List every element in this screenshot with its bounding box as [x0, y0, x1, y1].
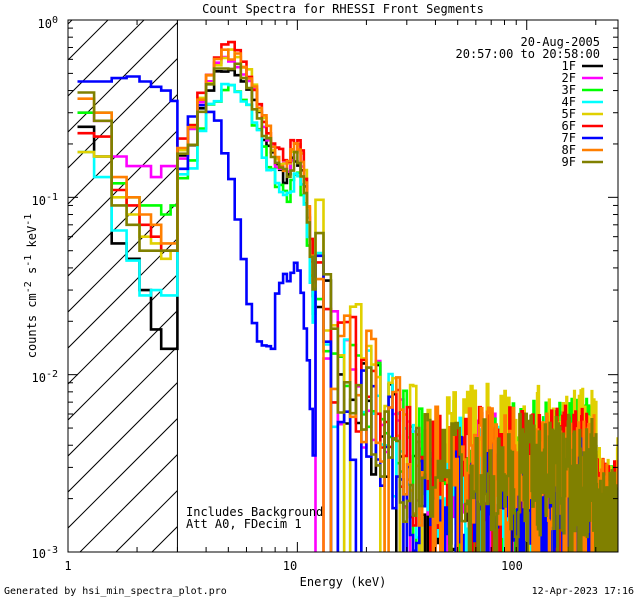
- y-tick-label-2: 10-2: [32, 369, 59, 385]
- legend-label-2F: 2F: [562, 71, 576, 85]
- hatch-line: [68, 21, 178, 133]
- hatch-line: [0, 0, 28, 552]
- x-tick-label-100: 100: [501, 559, 523, 573]
- y-tick-label-3: 10-3: [32, 545, 59, 561]
- hatch-line: [68, 273, 178, 385]
- y-axis-title: counts cm-2 s-1 keV-1: [23, 214, 39, 359]
- legend-label-4F: 4F: [562, 95, 576, 109]
- hatch-line: [79, 453, 178, 552]
- hatch-line: [68, 20, 145, 97]
- series-layer: [77, 40, 618, 552]
- plot-frame: [67, 19, 619, 553]
- series-line-9F: [77, 62, 618, 552]
- legend-label-8F: 8F: [562, 143, 576, 157]
- hatch-line: [68, 129, 178, 241]
- legend-label-6F: 6F: [562, 119, 576, 133]
- time-range-label: 20:57:00 to 20:58:00: [456, 47, 601, 61]
- hatch-line: [68, 381, 178, 493]
- footer-generated-by: Generated by hsi_min_spectra_plot.pro: [4, 586, 227, 597]
- x-axis-title: Energy (keV): [300, 575, 387, 589]
- hatch-line: [68, 237, 178, 349]
- footer-timestamp: 12-Apr-2023 17:16: [532, 586, 634, 597]
- y-axis-labels: 100 10-1 10-2 10-3: [32, 15, 59, 561]
- legend-label-7F: 7F: [562, 131, 576, 145]
- legend-label-1F: 1F: [562, 59, 576, 73]
- legend-label-5F: 5F: [562, 107, 576, 121]
- axis-ticks: [67, 19, 618, 553]
- x-axis-labels: 1 10 100: [64, 559, 522, 573]
- x-tick-label-10: 10: [283, 559, 297, 573]
- x-tick-label-1: 1: [64, 559, 71, 573]
- legend-label-3F: 3F: [562, 83, 576, 97]
- hatch-line: [68, 417, 178, 529]
- y-tick-label-1: 10-1: [32, 192, 59, 208]
- hatch-line: [68, 201, 178, 313]
- chart-title: Count Spectra for RHESSI Front Segments: [202, 2, 484, 16]
- y-tick-label-0: 100: [38, 15, 58, 31]
- legend-label-9F: 9F: [562, 155, 576, 169]
- annotation-attenuator: Att A0, FDecim 1: [186, 517, 302, 531]
- date-label: 20-Aug-2005: [521, 35, 600, 49]
- hatch-line: [68, 165, 178, 277]
- annotation-background: Includes Background: [186, 505, 323, 519]
